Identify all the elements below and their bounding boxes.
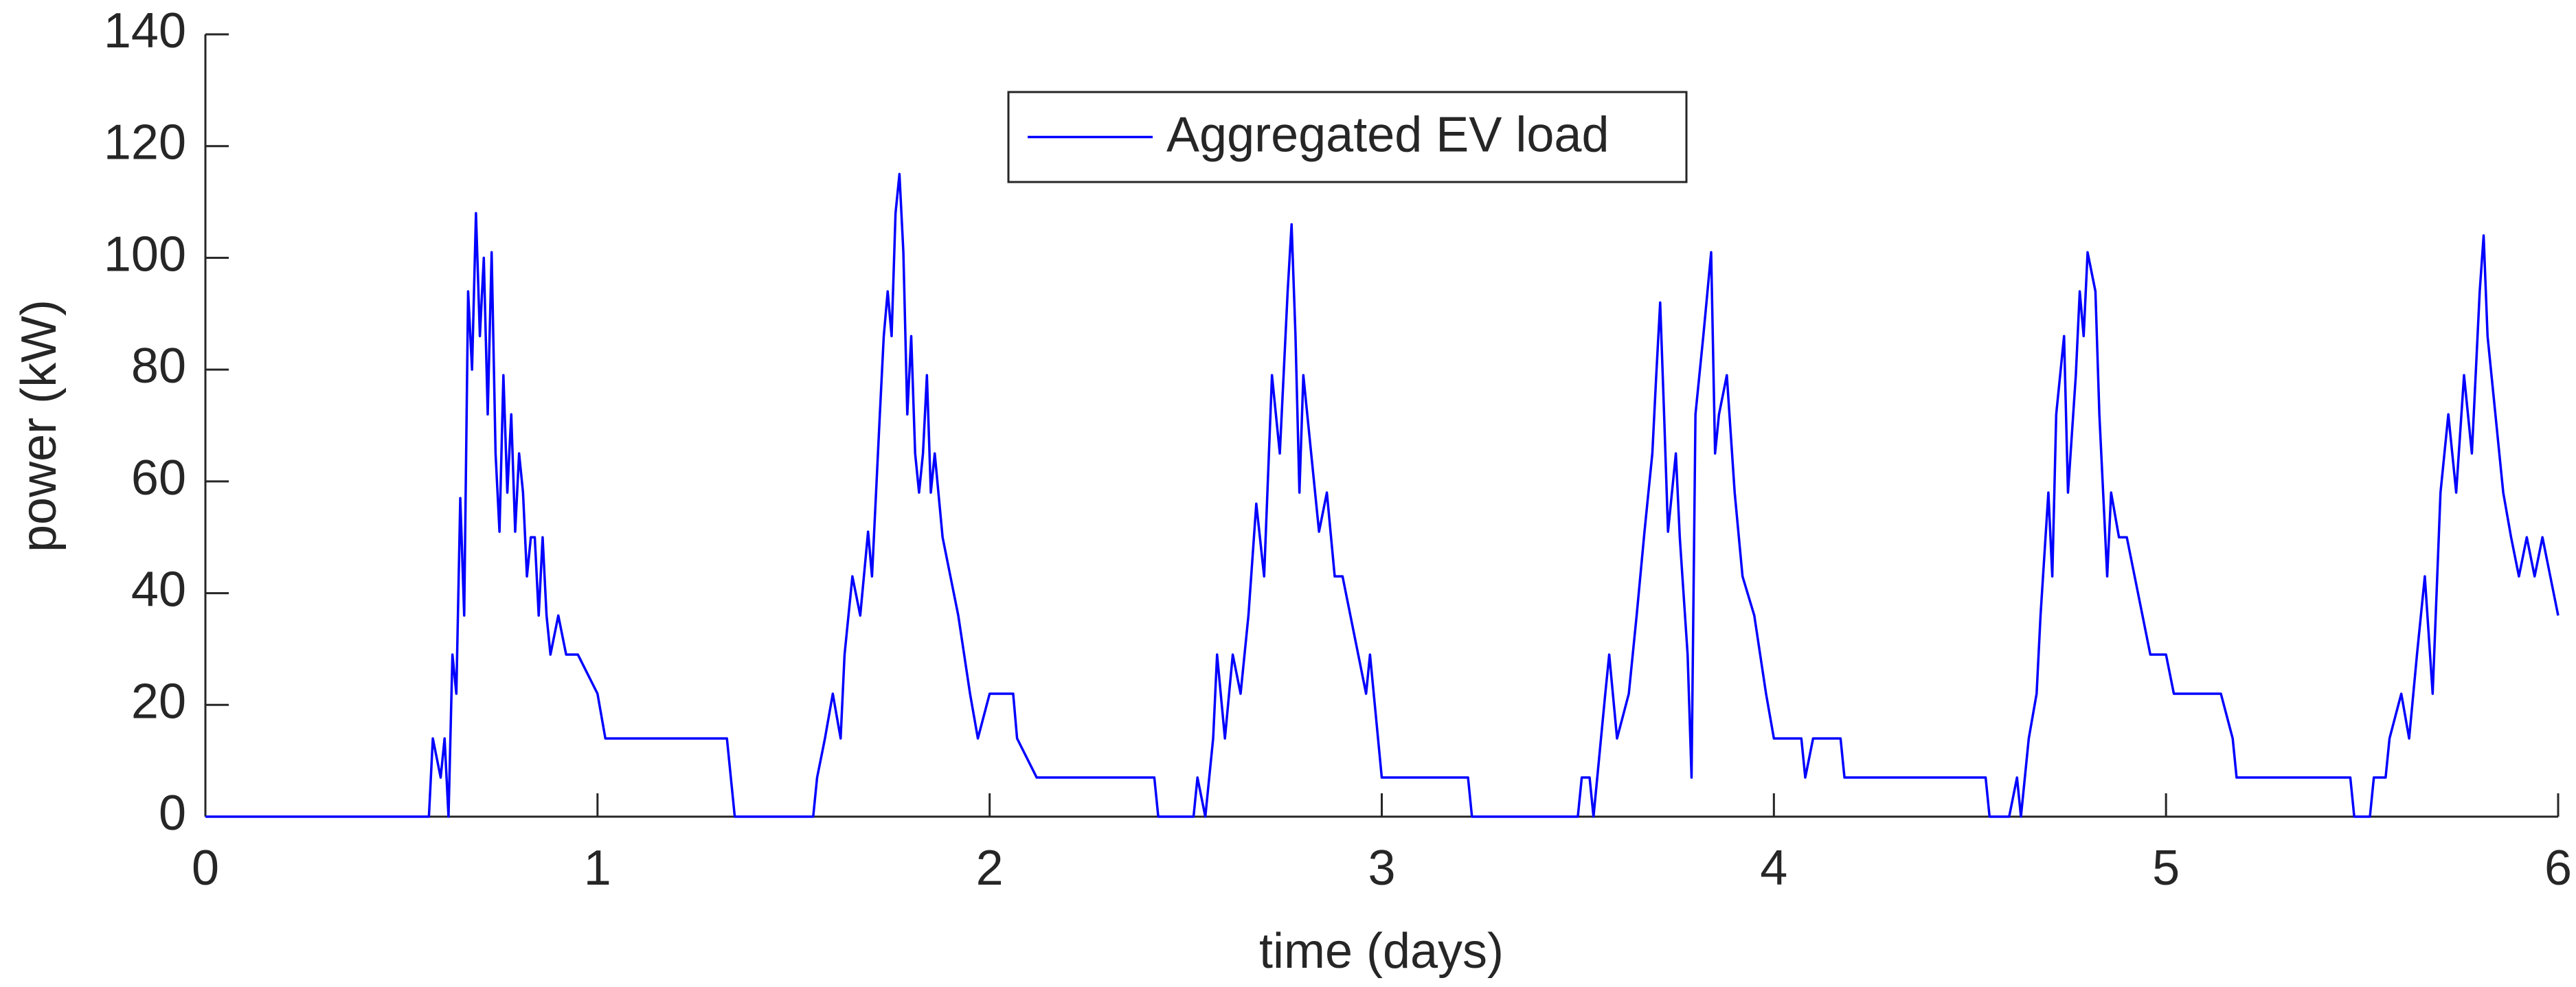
x-tick-label: 3 (1368, 841, 1395, 896)
y-tick-label: 140 (104, 3, 186, 58)
y-tick-label: 40 (131, 563, 186, 617)
legend-label: Aggregated EV load (1166, 108, 1609, 163)
x-tick-label: 5 (2152, 841, 2180, 896)
y-tick-label: 0 (159, 786, 186, 841)
x-tick-label: 0 (192, 841, 219, 896)
x-tick-label: 2 (976, 841, 1004, 896)
y-tick-label: 20 (131, 674, 186, 729)
x-axis-label: time (days) (1259, 924, 1504, 979)
x-tick-label: 6 (2544, 841, 2572, 896)
x-tick-label: 4 (1760, 841, 1787, 896)
y-tick-label: 60 (131, 451, 186, 506)
y-tick-label: 100 (104, 227, 186, 282)
y-axis-label: power (kW) (12, 299, 67, 552)
x-tick-label: 1 (584, 841, 611, 896)
data-line (205, 172, 2560, 818)
y-tick-label: 120 (104, 115, 186, 170)
y-tick-label: 80 (131, 339, 186, 394)
